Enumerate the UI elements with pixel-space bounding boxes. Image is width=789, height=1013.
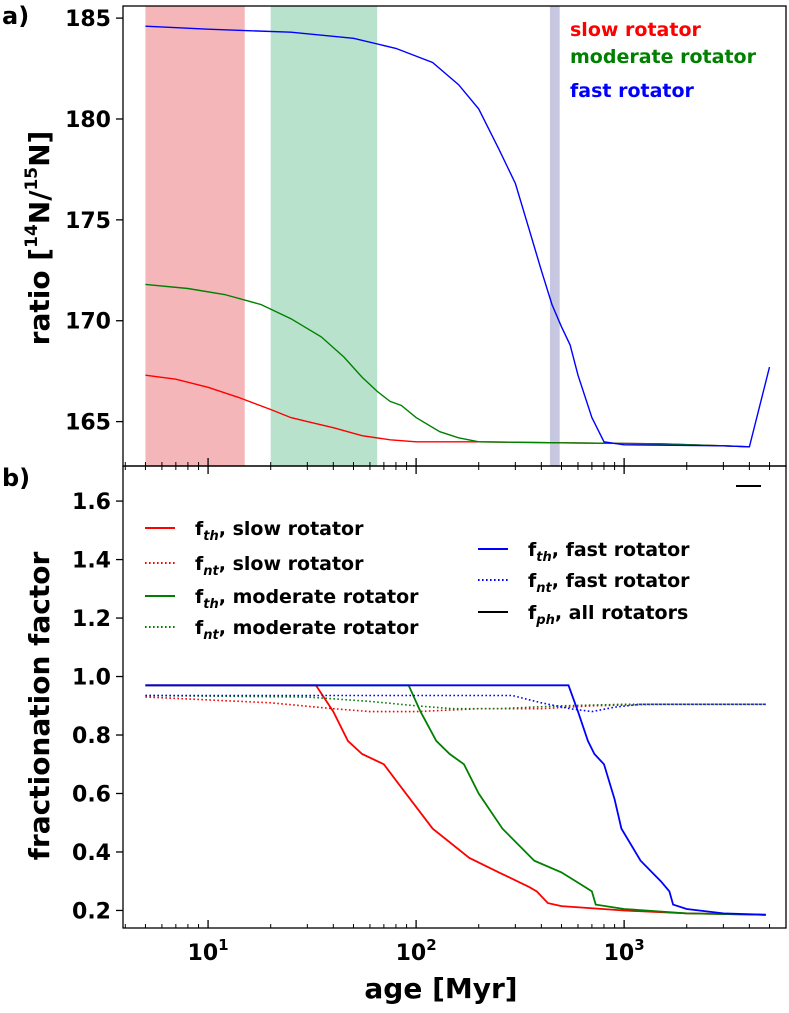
panel-b-ytick-label: 1.4 (72, 549, 111, 574)
panel-a-x-ticks (124, 458, 787, 466)
panel-a-label: a) (2, 2, 29, 30)
panel-a-ytick-label: 185 (65, 7, 111, 32)
legend-moderate-rotator: moderate rotator (570, 46, 757, 68)
legend-label-4: fth, fast rotator (528, 539, 690, 565)
panel-a-ytick-label: 175 (65, 209, 111, 234)
panel-a-legend: slow rotator moderate rotator fast rotat… (570, 19, 757, 102)
legend-label-5: fnt, fast rotator (528, 570, 690, 596)
panel-a-ytick-label: 165 (65, 411, 111, 436)
panel-b-fractionation-chart: 0.2 0.4 0.6 0.8 1.0 1.2 1.4 1.6 101 102 103 b) fr… (2, 464, 787, 1005)
shaded-span-1 (270, 6, 378, 466)
panel-a-y-axis-label: ratio [14N/15N] (22, 131, 56, 346)
legend-label-1: fnt, slow rotator (195, 553, 364, 579)
shaded-span-0 (145, 6, 245, 466)
shaded-age-spans (145, 6, 560, 466)
panel-b-legend: fth, slow rotator fnt, slow rotator fth, m… (145, 518, 690, 643)
ratio-series-lines (145, 25, 771, 448)
xtick-label-1e1: 101 (188, 936, 229, 966)
fractionation-series-lines (145, 684, 766, 916)
ylabel-sup-14: 14 (22, 224, 42, 248)
panel-a-ratio-chart: 165 170 175 180 185 a) ratio [14N/15N] slow … (2, 2, 787, 467)
legend-label-2: fth, moderate rotator (195, 586, 419, 612)
panel-b-ytick-label: 0.8 (72, 724, 111, 749)
ratio-line-2 (145, 25, 771, 448)
panel-b-ytick-label: 0.4 (72, 841, 111, 866)
xtick-label-1e2: 102 (396, 936, 437, 966)
legend-label-6: fph, all rotators (528, 602, 688, 628)
panel-a-ytick-label: 170 (65, 310, 111, 335)
fraction-line-5 (145, 694, 766, 713)
fraction-line-4 (145, 684, 766, 916)
shaded-span-2 (549, 6, 560, 466)
fraction-line-0 (145, 684, 766, 916)
ylabel-sup-15: 15 (22, 167, 42, 191)
panel-a-ytick-label: 180 (65, 108, 111, 133)
xtick-label-1e3: 103 (604, 936, 645, 966)
fraction-line-1 (145, 696, 766, 713)
x-axis-label: age [Myr] (364, 972, 517, 1005)
ylabel-main: ratio [ (23, 248, 56, 345)
panel-b-ytick-label: 1.6 (72, 490, 111, 515)
ylabel-mid: N/ (23, 190, 56, 224)
panel-b-x-ticks: 101 102 103 (124, 466, 787, 966)
panel-b-y-axis-label: fractionation factor (23, 552, 56, 861)
panel-b-ytick-label: 1.0 (72, 666, 111, 691)
legend-fast-rotator: fast rotator (570, 80, 695, 102)
ylabel-end: N] (23, 131, 56, 167)
legend-label-3: fnt, moderate rotator (195, 617, 419, 643)
panel-b-y-ticks: 0.2 0.4 0.6 0.8 1.0 1.2 1.4 1.6 (72, 490, 123, 924)
panel-b-ytick-label: 0.2 (72, 899, 111, 924)
panel-b-label: b) (2, 464, 30, 492)
fraction-line-2 (145, 684, 766, 916)
panel-a-y-ticks: 165 170 175 180 185 (65, 7, 123, 436)
panel-b-ytick-label: 1.2 (72, 607, 111, 632)
legend-slow-rotator: slow rotator (570, 19, 702, 41)
ratio-line-1 (145, 283, 750, 448)
legend-label-0: fth, slow rotator (195, 518, 364, 544)
panel-b-ytick-label: 0.6 (72, 782, 111, 807)
panel-b-frame (122, 465, 787, 929)
